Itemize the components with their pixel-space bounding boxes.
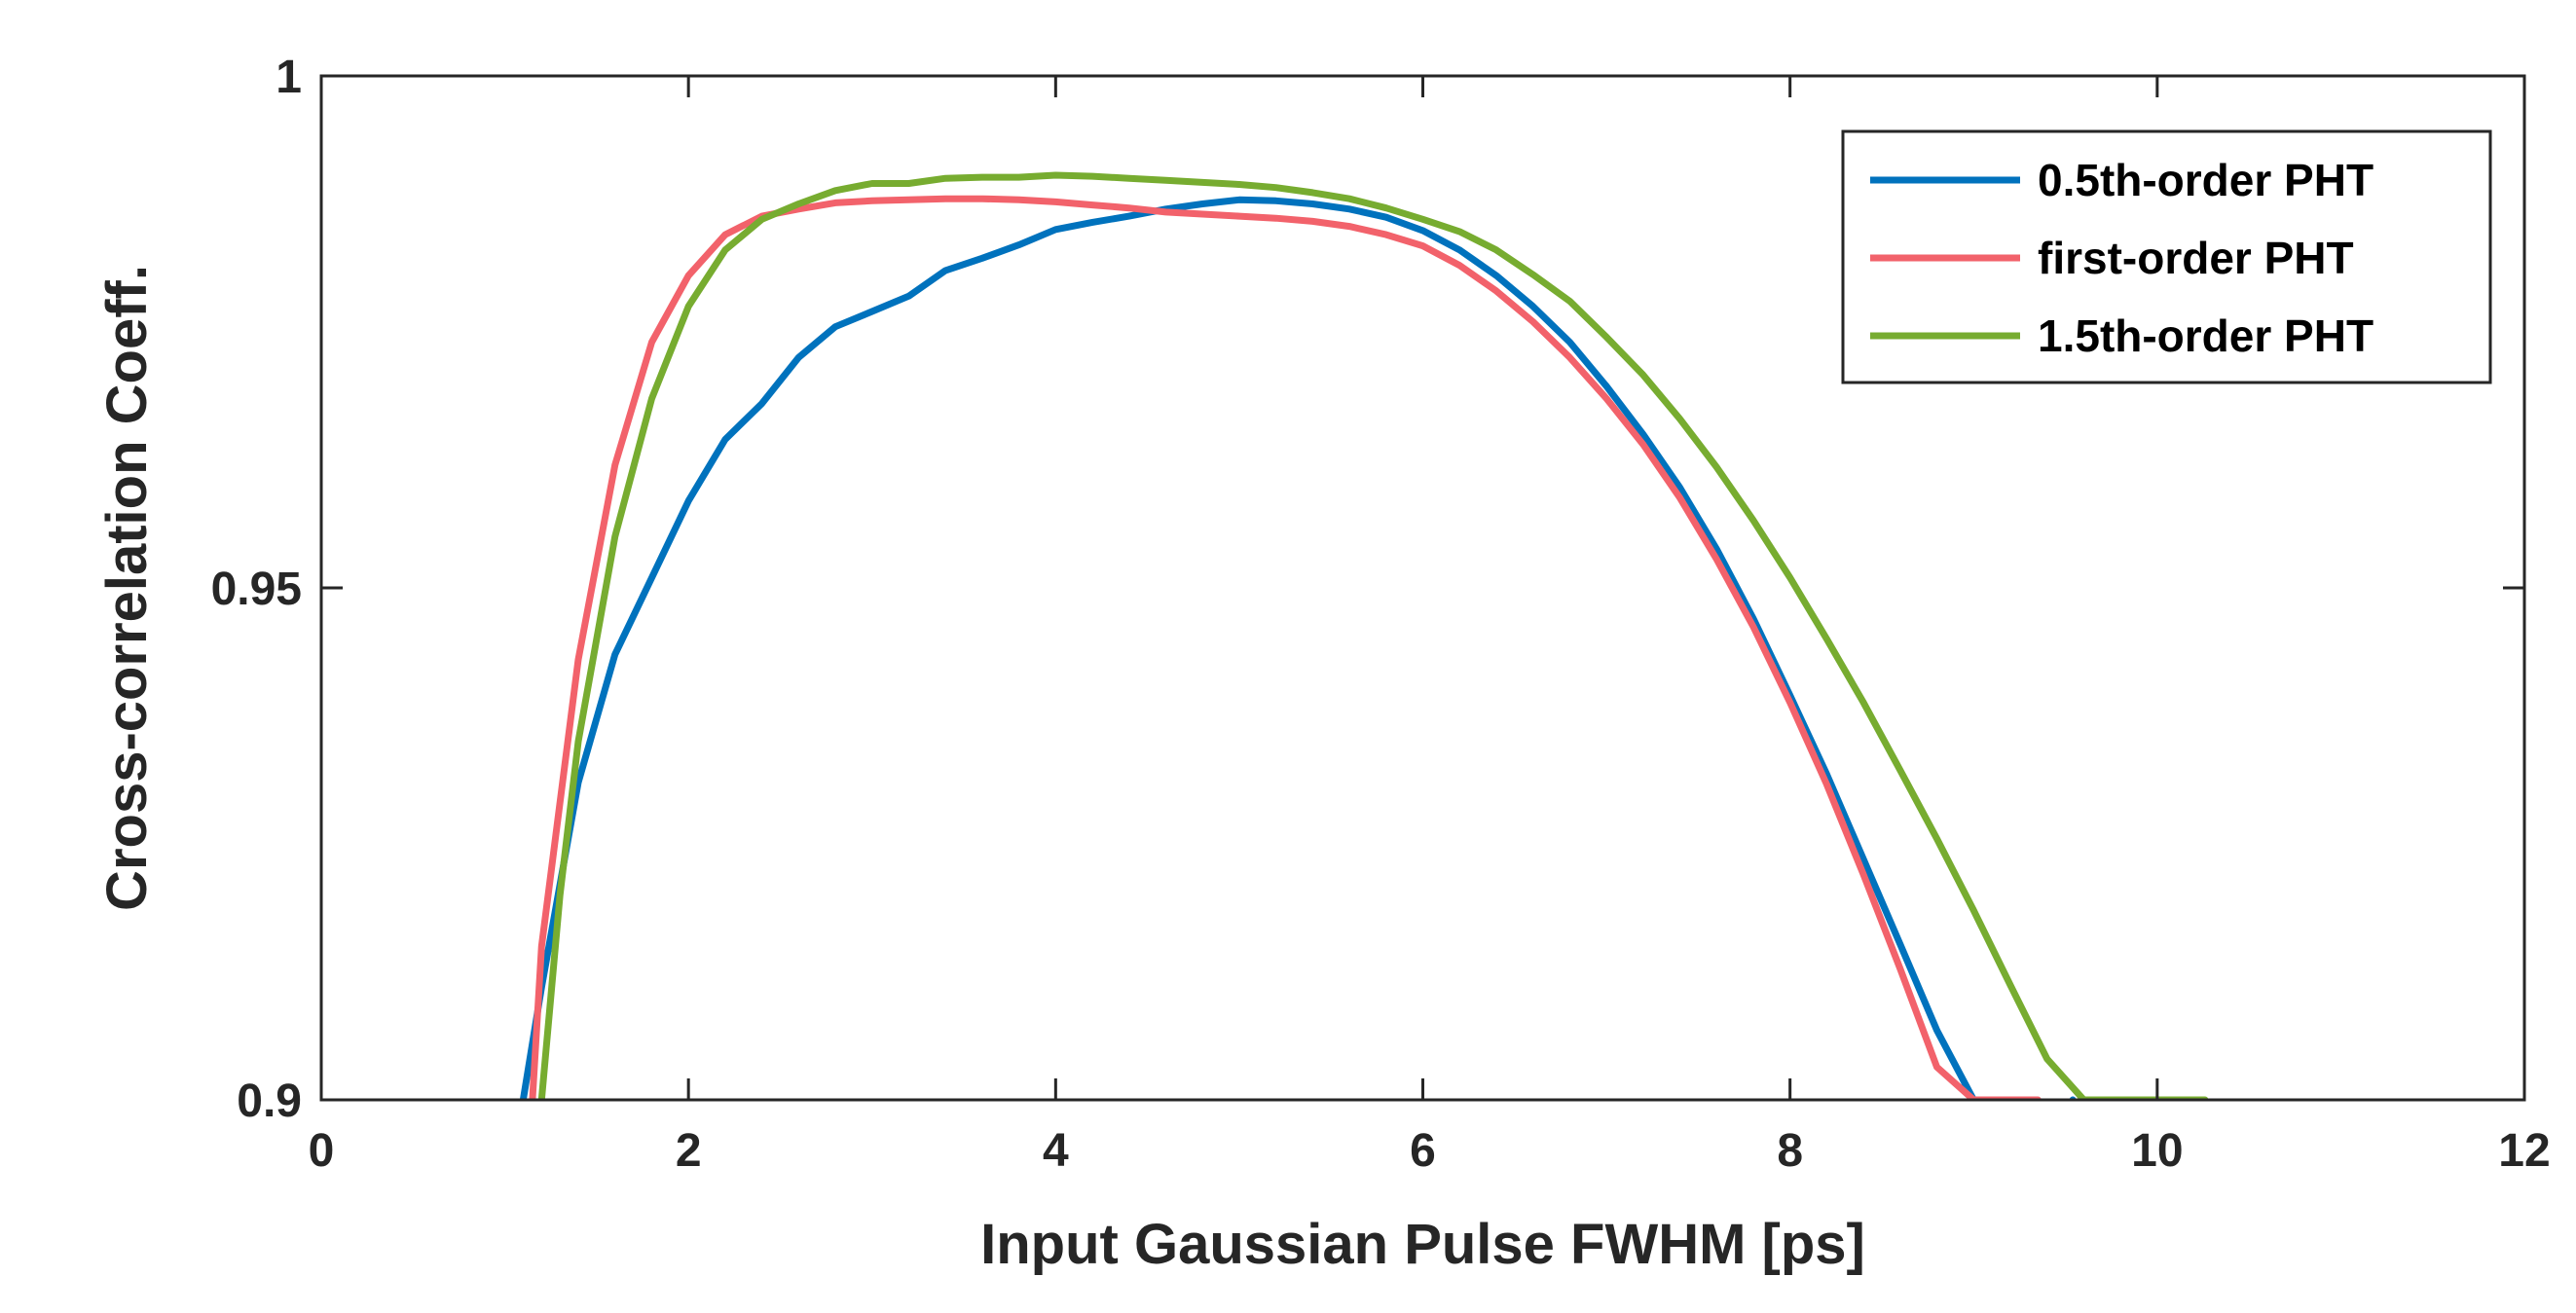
series-line-3 <box>537 171 2209 1100</box>
x-tick-label: 0 <box>309 1125 335 1177</box>
x-axis-title: Input Gaussian Pulse FWHM [ps] <box>980 1213 1865 1276</box>
x-tick-label: 12 <box>2498 1125 2550 1177</box>
series-line-1 <box>519 196 2077 1100</box>
x-tick-label: 6 <box>1410 1125 1436 1177</box>
legend-label: first-order PHT <box>2038 233 2354 283</box>
y-tick-label: 0.95 <box>211 564 302 615</box>
x-axis-ticks: 0 2 4 6 8 10 12 <box>309 76 2551 1177</box>
x-tick-label: 2 <box>676 1125 702 1177</box>
x-tick-label: 10 <box>2131 1125 2183 1177</box>
x-tick-label: 4 <box>1043 1125 1069 1177</box>
legend: 0.5th-order PHT first-order PHT 1.5th-orde… <box>1841 129 2492 384</box>
y-tick-label: 0.9 <box>237 1076 302 1127</box>
y-axis-ticks: 0.9 0.95 1 <box>211 52 2524 1127</box>
y-tick-label: 1 <box>276 52 302 103</box>
legend-label: 1.5th-order PHT <box>2038 310 2374 361</box>
x-tick-label: 8 <box>1777 1125 1803 1177</box>
y-axis-title: Cross-correlation Coeff. <box>95 265 159 911</box>
legend-label: 0.5th-order PHT <box>2038 155 2374 205</box>
plot-lines <box>519 171 2209 1100</box>
